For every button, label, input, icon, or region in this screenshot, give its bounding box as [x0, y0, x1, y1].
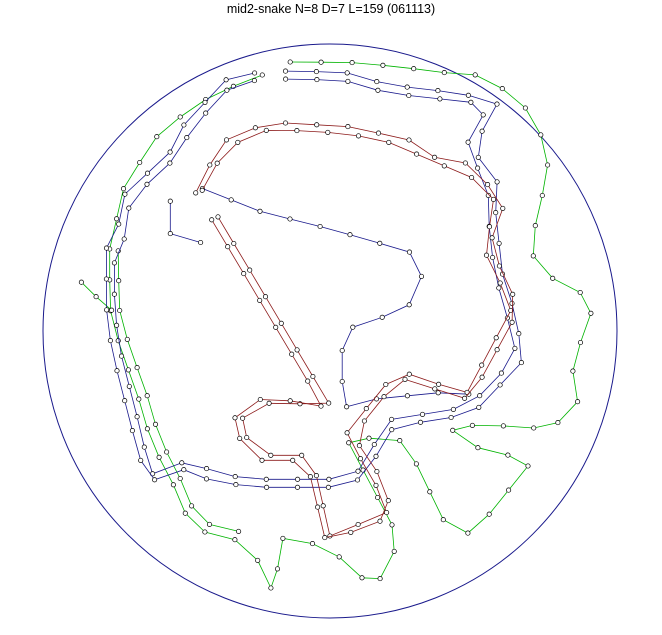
svg-text:mid2-snake N=8 D=7 L=159 (0611: mid2-snake N=8 D=7 L=159 (061113) [227, 2, 435, 16]
